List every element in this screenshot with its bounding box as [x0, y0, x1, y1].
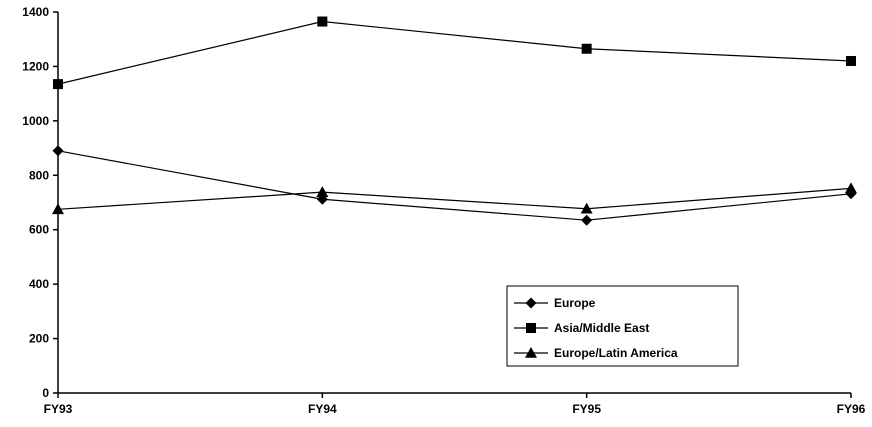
y-tick-label: 800 — [29, 168, 49, 182]
series-line-asia-middle-east — [57, 20, 852, 85]
x-tick-label: FY96 — [837, 402, 866, 416]
data-point-europe — [52, 145, 64, 157]
y-tick-label: 400 — [29, 277, 49, 291]
legend-label: Asia/Middle East — [554, 321, 649, 335]
legend-item-asia-middle-east: Asia/Middle East — [514, 321, 649, 335]
y-ticks: 0 200 400 600 800 1000 1200 1400 — [22, 5, 58, 400]
y-tick-label: 1000 — [22, 114, 49, 128]
data-point-europe-latin-america — [580, 202, 593, 214]
series-europe-latin-america — [52, 182, 857, 215]
data-point-asia-middle-east — [53, 79, 63, 90]
y-tick-label: 0 — [42, 386, 49, 400]
series-europe — [52, 145, 857, 226]
data-point-europe — [581, 214, 593, 226]
y-tick-label: 200 — [29, 332, 49, 346]
y-tick-label: 600 — [29, 223, 49, 237]
data-point-asia-middle-east — [581, 43, 592, 54]
series-line-europe-latin-america — [57, 187, 852, 210]
legend-label: Europe/Latin America — [554, 346, 678, 360]
x-tick-label: FY93 — [44, 402, 73, 416]
legend-label: Europe — [554, 296, 596, 310]
legend-item-europe: Europe — [514, 296, 596, 310]
axes — [57, 12, 851, 394]
legend-marker-europe-latin-america — [525, 347, 537, 358]
data-point-europe-latin-america — [845, 182, 857, 194]
y-tick-label: 1200 — [22, 59, 49, 73]
y-tick-label: 1400 — [22, 5, 49, 19]
legend-marker-asia-middle-east — [526, 323, 536, 333]
x-ticks: FY93 FY94 FY95 FY96 — [44, 393, 866, 416]
series-asia-middle-east — [53, 16, 856, 90]
data-point-europe-latin-america — [52, 203, 64, 215]
x-tick-label: FY95 — [572, 402, 601, 416]
series-layer — [52, 16, 857, 226]
data-point-europe-latin-america — [316, 186, 329, 197]
data-point-asia-middle-east — [846, 55, 856, 66]
series-line-europe — [57, 150, 852, 221]
data-point-asia-middle-east — [317, 16, 328, 27]
legend-item-europe-latin-america: Europe/Latin America — [514, 346, 678, 360]
legend: Europe Asia/Middle East Europe/Latin Ameri… — [506, 285, 739, 367]
legend-marker-europe — [525, 297, 537, 309]
x-tick-label: FY94 — [308, 402, 337, 416]
